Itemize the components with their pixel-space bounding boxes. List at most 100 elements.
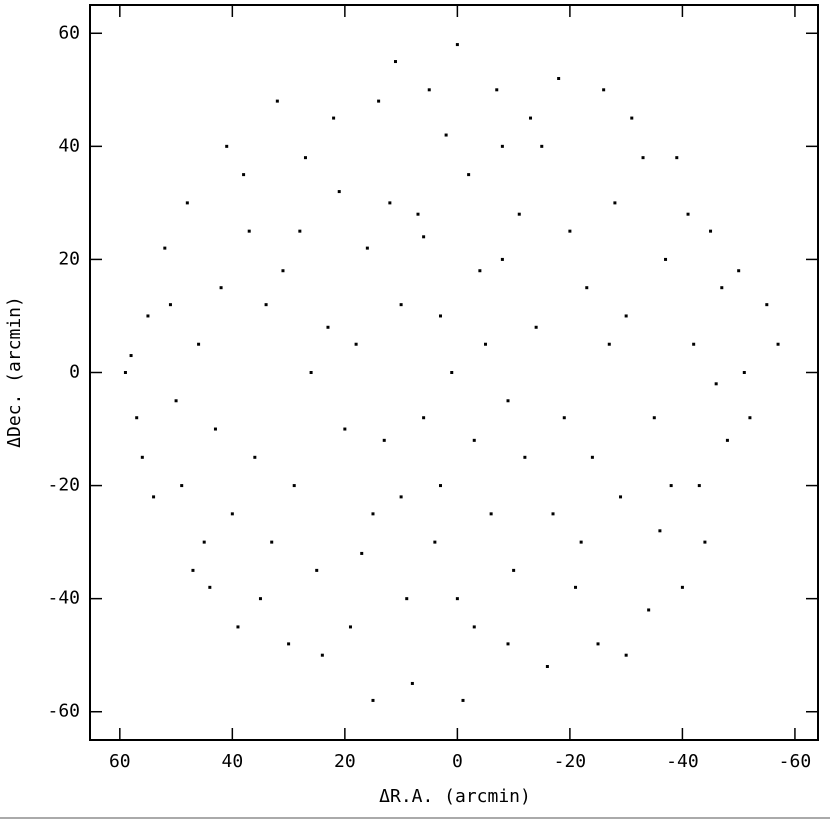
point [281, 269, 285, 273]
point [776, 342, 780, 346]
point [399, 495, 403, 499]
point [219, 286, 223, 290]
point [275, 99, 279, 103]
y-tick-label: 20 [58, 248, 80, 269]
x-tick-label: -40 [666, 751, 699, 772]
point [382, 438, 386, 442]
point [371, 512, 375, 516]
point [377, 99, 381, 103]
point [371, 698, 375, 702]
point [303, 156, 307, 160]
point [545, 665, 549, 668]
point [191, 568, 195, 572]
point [332, 116, 336, 120]
point [213, 427, 217, 431]
point [523, 455, 527, 459]
point [202, 540, 206, 544]
point [467, 173, 471, 177]
point [129, 354, 133, 358]
point [658, 529, 662, 533]
point [624, 314, 628, 318]
point [725, 438, 729, 442]
y-axis-label: ΔDec. (arcmin) [4, 296, 25, 448]
point [579, 540, 583, 544]
point [163, 246, 167, 250]
point [630, 116, 634, 120]
point [185, 201, 189, 205]
point [230, 512, 234, 516]
point [529, 116, 533, 120]
point [652, 416, 656, 420]
point [247, 229, 251, 233]
x-tick-label: 20 [334, 751, 356, 772]
point [540, 144, 544, 148]
point [680, 585, 684, 589]
x-axis-label: ΔR.A. (arcmin) [379, 786, 531, 807]
point [664, 257, 668, 261]
point [562, 416, 566, 420]
point [692, 342, 696, 346]
point [647, 608, 651, 612]
point [478, 269, 482, 273]
point [534, 325, 538, 329]
point [461, 698, 465, 702]
point [500, 257, 504, 261]
point [619, 495, 623, 499]
point [326, 325, 330, 329]
y-tick-label: -40 [47, 588, 80, 609]
y-tick-label: 0 [69, 362, 80, 383]
point [320, 653, 324, 657]
point [337, 190, 341, 194]
point [427, 88, 431, 92]
point [720, 286, 724, 290]
y-tick-label: -60 [47, 701, 80, 722]
x-tick-label: -20 [554, 751, 587, 772]
point [500, 144, 504, 148]
point [422, 235, 426, 239]
x-tick-label: 40 [221, 751, 243, 772]
point [557, 77, 561, 80]
point [264, 303, 268, 307]
point [168, 303, 172, 307]
point [152, 495, 156, 499]
point [512, 568, 516, 572]
point [590, 455, 594, 459]
point [709, 229, 713, 233]
point [450, 371, 454, 374]
point [613, 201, 617, 205]
point [438, 484, 442, 488]
point [146, 314, 150, 318]
point [433, 540, 437, 544]
point [242, 173, 246, 177]
point [343, 427, 347, 431]
point [596, 642, 600, 646]
point [348, 625, 352, 629]
x-tick-label: 0 [452, 751, 463, 772]
point [484, 342, 488, 346]
point [253, 455, 257, 459]
point [225, 144, 229, 148]
point [495, 88, 499, 92]
point [506, 399, 510, 403]
point [365, 246, 369, 250]
point [675, 156, 679, 160]
point [174, 399, 178, 403]
y-tick-label: -20 [47, 475, 80, 496]
point [410, 681, 414, 685]
point [287, 642, 291, 646]
point [455, 43, 459, 47]
point [574, 585, 578, 589]
point [455, 597, 459, 601]
point [472, 625, 476, 629]
point [422, 416, 426, 420]
point [236, 625, 240, 629]
x-tick-label: -60 [779, 751, 812, 772]
point [180, 484, 184, 488]
point [399, 303, 403, 307]
point [354, 342, 358, 346]
point [472, 438, 476, 442]
point [703, 540, 707, 544]
point [298, 229, 302, 233]
